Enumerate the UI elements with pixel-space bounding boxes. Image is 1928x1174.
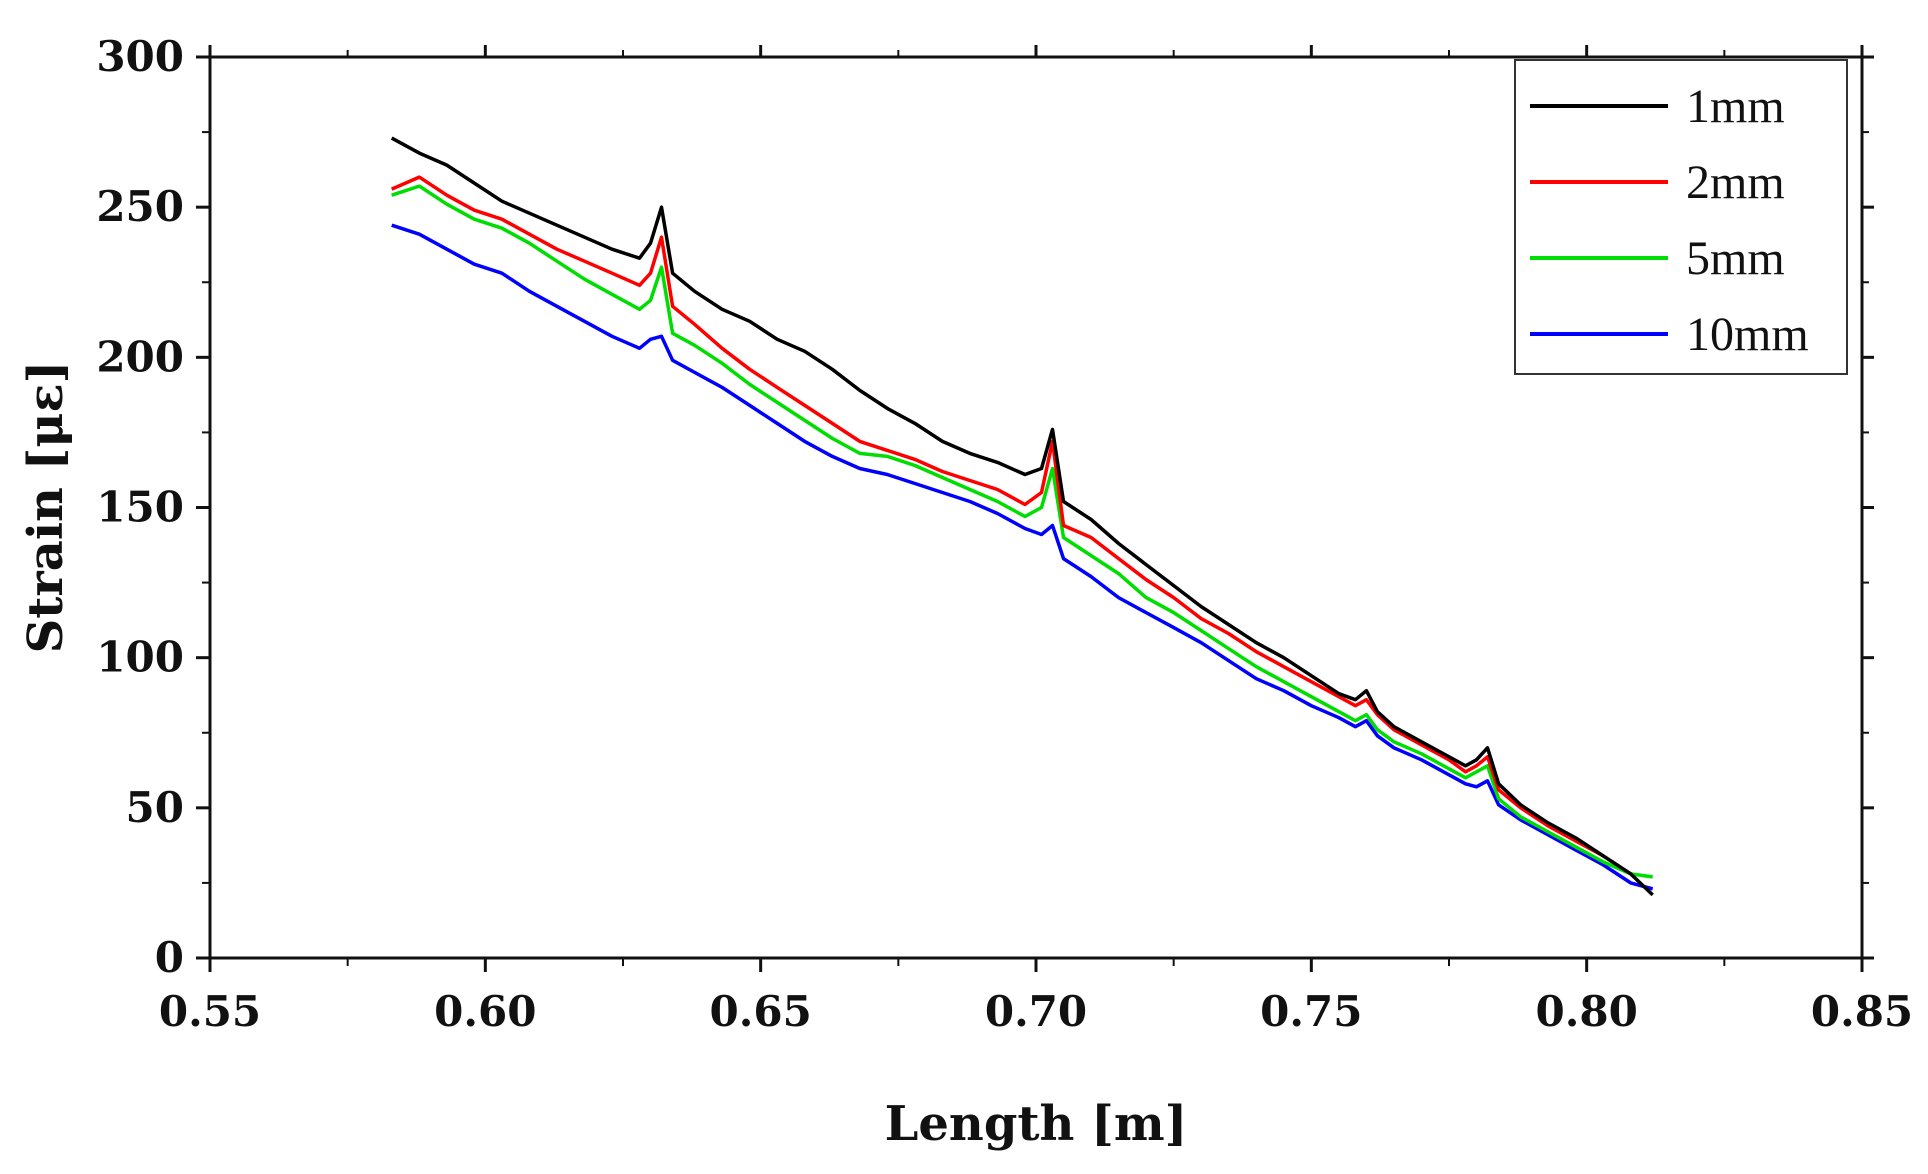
series-line-5mm bbox=[391, 184, 1653, 879]
x-tick-label-3: 0.70 bbox=[985, 987, 1087, 1036]
y-tick-label-4: 200 bbox=[96, 332, 184, 381]
y-tick-label-3: 150 bbox=[96, 483, 184, 532]
legend-label-1mm: 1mm bbox=[1686, 80, 1785, 133]
y-tick-label-0: 0 bbox=[155, 933, 184, 982]
x-tick-label-2: 0.65 bbox=[710, 987, 812, 1036]
x-tick-label-6: 0.85 bbox=[1811, 987, 1913, 1036]
legend-label-2mm: 2mm bbox=[1686, 156, 1785, 209]
legend-label-10mm: 10mm bbox=[1686, 308, 1809, 361]
x-tick-label-0: 0.55 bbox=[159, 987, 261, 1036]
y-tick-label-6: 300 bbox=[96, 32, 184, 81]
y-axis-label: Strain [με] bbox=[18, 361, 74, 654]
x-tick-label-5: 0.80 bbox=[1536, 987, 1638, 1036]
legend-label-5mm: 5mm bbox=[1686, 232, 1785, 285]
ticks-layer: 0.55 0.60 0.65 0.70 0.75 0.80 0.85 0 50 100 150 200… bbox=[96, 32, 1913, 1036]
series-layer bbox=[390, 136, 1654, 897]
x-tick-label-4: 0.75 bbox=[1260, 987, 1362, 1036]
y-tick-label-1: 50 bbox=[126, 783, 184, 832]
series-line-1mm bbox=[390, 136, 1654, 897]
legend: 1mm 2mm 5mm 10mm bbox=[1514, 59, 1848, 375]
legend-box bbox=[1514, 59, 1848, 375]
x-axis-label: Length [m] bbox=[885, 1096, 1188, 1152]
series-line-10mm bbox=[391, 223, 1654, 891]
y-tick-label-2: 100 bbox=[96, 633, 184, 682]
x-tick-label-1: 0.60 bbox=[434, 987, 536, 1036]
series-line-2mm bbox=[391, 175, 1605, 858]
y-tick-label-5: 250 bbox=[96, 182, 184, 231]
